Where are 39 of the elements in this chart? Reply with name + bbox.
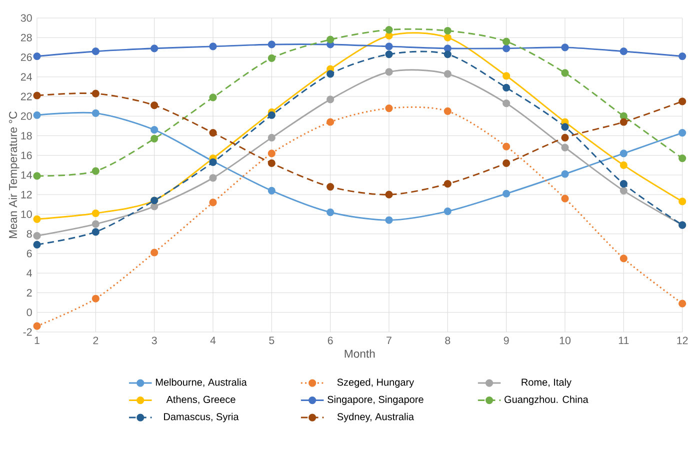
x-tick-label: 3	[152, 336, 157, 344]
y-tick-label: 18	[21, 132, 32, 140]
y-tick-label: 10	[21, 210, 32, 218]
legend-label: Athens, Greece	[166, 396, 236, 404]
y-tick-label: 30	[20, 14, 32, 22]
x-tick-label: 1	[34, 336, 40, 344]
x-tick-label: 9	[504, 336, 509, 344]
y-tick-label: 0	[26, 308, 32, 316]
legend-label: Rome, Italy	[522, 378, 572, 388]
y-tick-label: -2	[23, 328, 32, 336]
y-tick-label: 20	[20, 112, 32, 120]
y-tick-label: 26	[20, 53, 32, 62]
legend-label: Damascus, Syria	[164, 412, 239, 422]
legend-label: Melbourne, Australia	[156, 378, 247, 387]
x-tick-label: 7	[386, 336, 392, 344]
legend-label: Szeged, Hungary	[337, 378, 414, 388]
y-tick-label: 14	[21, 171, 32, 179]
x-tick-label: 5	[269, 336, 274, 344]
x-tick-label: 6	[328, 336, 333, 344]
legend-label: Guangzhou. China	[504, 396, 588, 405]
y-axis-title: Mean Air Temperature °C	[8, 111, 20, 238]
y-tick-label: 24	[20, 73, 32, 81]
x-tick-label: 2	[93, 336, 98, 344]
y-tick-label: 4	[26, 269, 32, 277]
y-tick-label: 2	[26, 289, 32, 296]
legend-label: Sydney, Australia	[337, 412, 414, 422]
y-tick-label: 6	[26, 250, 32, 258]
x-axis-title: Month	[344, 349, 375, 358]
y-tick-label: 22	[20, 92, 32, 100]
x-tick-label: 4	[210, 336, 216, 344]
y-tick-label: 28	[20, 34, 32, 42]
x-tick-label: 12	[677, 336, 688, 344]
y-tick-label: 8	[26, 230, 32, 238]
x-tick-label: 10	[560, 336, 571, 344]
y-tick-label: 16	[21, 152, 32, 160]
y-tick-label: 12	[21, 190, 32, 198]
x-tick-label: 8	[445, 336, 450, 344]
x-tick-label: 11	[618, 336, 629, 344]
legend-label: Singapore, Singapore	[328, 396, 424, 405]
